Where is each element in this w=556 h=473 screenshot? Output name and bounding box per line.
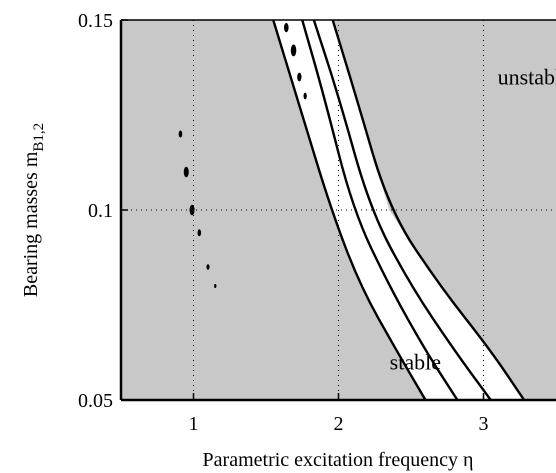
unstable-region-label: unstable — [498, 65, 556, 90]
stable-region — [273, 20, 525, 400]
instability-island — [303, 92, 307, 100]
instability-island — [214, 284, 217, 288]
axes-frame — [119, 19, 556, 402]
y-tick-label: 0.15 — [78, 10, 113, 32]
stability-boundary-1 — [272, 20, 427, 400]
plot-area — [121, 20, 556, 400]
stability-boundary-2 — [301, 20, 459, 400]
y-axis-label-subscript: B1,2 — [31, 123, 47, 152]
stability-boundary-3 — [312, 20, 492, 400]
stable-region-label: stable — [390, 350, 441, 375]
instability-island — [197, 229, 202, 237]
x-tick-label: 3 — [479, 413, 489, 435]
x-axis-label: Parametric excitation frequency η — [203, 449, 474, 471]
instability-island — [178, 130, 183, 138]
instability-island — [183, 166, 189, 178]
instability-island — [297, 72, 302, 82]
instability-island — [290, 44, 297, 57]
y-tick-label: 0.1 — [88, 200, 113, 222]
instability-island — [189, 204, 195, 216]
x-tick-label: 1 — [189, 413, 199, 435]
y-axis-label: Bearing masses mB1,2 — [20, 123, 47, 297]
tick-labels: 1 2 3 0.05 0.1 0.15 — [78, 10, 489, 435]
y-tick-label: 0.05 — [78, 390, 113, 412]
x-tick-label: 2 — [334, 413, 344, 435]
y-axis-label-main: Bearing masses m — [20, 151, 42, 297]
instability-island — [284, 22, 289, 33]
instability-island — [206, 264, 210, 270]
stability-boundary-4 — [331, 20, 526, 400]
